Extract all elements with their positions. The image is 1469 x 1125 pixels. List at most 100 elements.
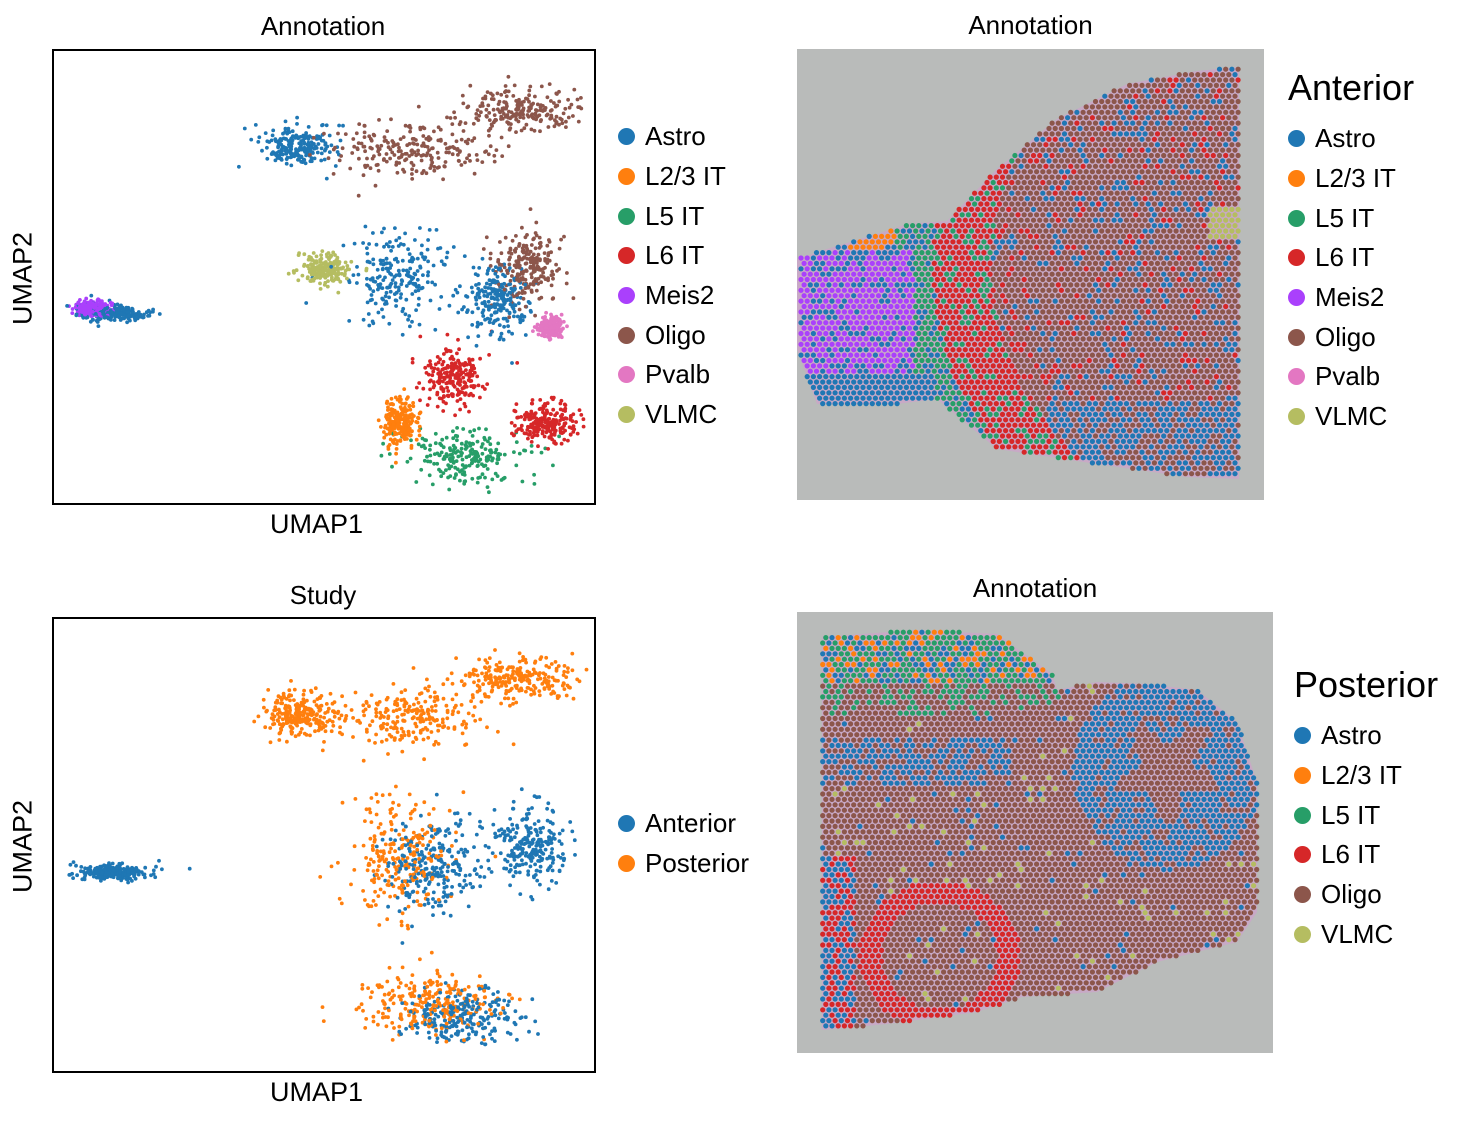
point-astro: [490, 288, 495, 293]
legend-title-anterior: Anterior: [1288, 67, 1415, 108]
point-oligo: [438, 127, 443, 132]
point-l6-it: [544, 408, 549, 413]
point-posterior: [493, 675, 497, 680]
point-oligo: [523, 304, 528, 309]
point-vlmc: [316, 265, 320, 269]
point-posterior: [427, 715, 432, 719]
point-oligo: [537, 241, 542, 246]
point-posterior: [357, 1005, 361, 1010]
legend-item-astro: Astro: [1288, 119, 1414, 159]
point-oligo: [502, 287, 507, 292]
point-posterior: [408, 843, 413, 848]
point-astro: [499, 308, 503, 313]
point-posterior: [311, 710, 316, 714]
point-anterior: [458, 822, 462, 826]
point-oligo: [453, 115, 457, 120]
point-astro: [347, 280, 352, 285]
point-oligo: [555, 268, 559, 273]
point-posterior: [483, 658, 488, 662]
point-oligo: [362, 123, 367, 128]
point-l2-3-it: [414, 437, 419, 442]
point-posterior: [313, 686, 318, 691]
point-anterior: [495, 998, 499, 1003]
point-oligo: [437, 165, 441, 169]
point-pvalb: [549, 316, 554, 320]
point-anterior: [400, 853, 405, 858]
point-astro: [474, 343, 479, 348]
point-oligo: [430, 146, 435, 151]
point-oligo: [468, 83, 473, 88]
point-anterior: [119, 878, 124, 883]
point-posterior: [286, 704, 291, 709]
point-anterior: [439, 1033, 444, 1037]
point-anterior: [502, 836, 507, 841]
point-astro: [479, 321, 484, 326]
point-anterior: [533, 862, 537, 867]
point-posterior: [435, 697, 440, 702]
point-oligo: [484, 107, 489, 112]
point-pvalb: [556, 335, 561, 339]
point-posterior: [511, 696, 516, 701]
point-oligo: [505, 113, 510, 117]
point-l6-it: [423, 365, 428, 370]
point-oligo: [463, 121, 468, 125]
point-astro: [260, 148, 264, 153]
point-posterior: [371, 848, 375, 852]
point-posterior: [517, 651, 522, 656]
point-l6-it: [522, 417, 527, 422]
point-oligo: [531, 264, 536, 268]
point-l6-it: [464, 368, 468, 372]
point-oligo: [401, 135, 406, 139]
point-anterior: [496, 1003, 501, 1007]
point-posterior: [529, 687, 533, 692]
point-pvalb: [559, 335, 564, 340]
point-astro: [466, 335, 470, 340]
point-l5-it: [468, 429, 472, 434]
point-posterior: [384, 857, 389, 862]
point-astro: [286, 149, 291, 154]
point-posterior: [453, 984, 458, 988]
point-vlmc: [314, 259, 319, 263]
point-posterior: [420, 827, 425, 832]
point-astro: [499, 282, 504, 287]
point-anterior: [512, 858, 517, 862]
point-vlmc: [318, 276, 322, 280]
point-posterior: [408, 816, 413, 821]
point-astro: [518, 286, 523, 290]
umap-annotation-plot: [52, 49, 596, 505]
point-l6-it: [445, 385, 449, 390]
point-posterior: [483, 677, 488, 682]
point-l6-it: [513, 423, 517, 428]
point-l2-3-it: [401, 425, 405, 430]
legend-marker: [1288, 289, 1305, 307]
point-astro: [121, 308, 126, 313]
point-posterior: [411, 872, 416, 877]
point-astro: [404, 297, 409, 302]
point-astro: [501, 299, 506, 304]
point-pvalb: [561, 319, 566, 324]
point-astro: [90, 317, 95, 322]
point-oligo: [525, 248, 530, 253]
point-oligo: [491, 97, 496, 102]
point-anterior: [450, 1024, 455, 1029]
point-l6-it: [539, 420, 544, 425]
point-l2-3-it: [376, 418, 381, 423]
point-posterior: [435, 968, 440, 973]
point-l5-it: [529, 444, 534, 448]
point-posterior: [421, 993, 425, 998]
point-anterior: [544, 840, 549, 845]
point-l6-it: [537, 427, 542, 432]
point-astro: [394, 304, 398, 308]
legend-item-oligo: Oligo: [618, 315, 726, 355]
point-oligo: [536, 276, 541, 281]
point-l2-3-it: [407, 426, 412, 431]
point-astro: [438, 246, 443, 250]
point-anterior: [554, 881, 559, 885]
point-anterior: [483, 983, 488, 988]
point-l6-it: [546, 417, 551, 422]
point-oligo: [538, 129, 542, 134]
point-oligo: [507, 315, 512, 320]
point-anterior: [435, 830, 440, 835]
point-anterior: [431, 890, 436, 895]
point-anterior: [498, 833, 502, 838]
